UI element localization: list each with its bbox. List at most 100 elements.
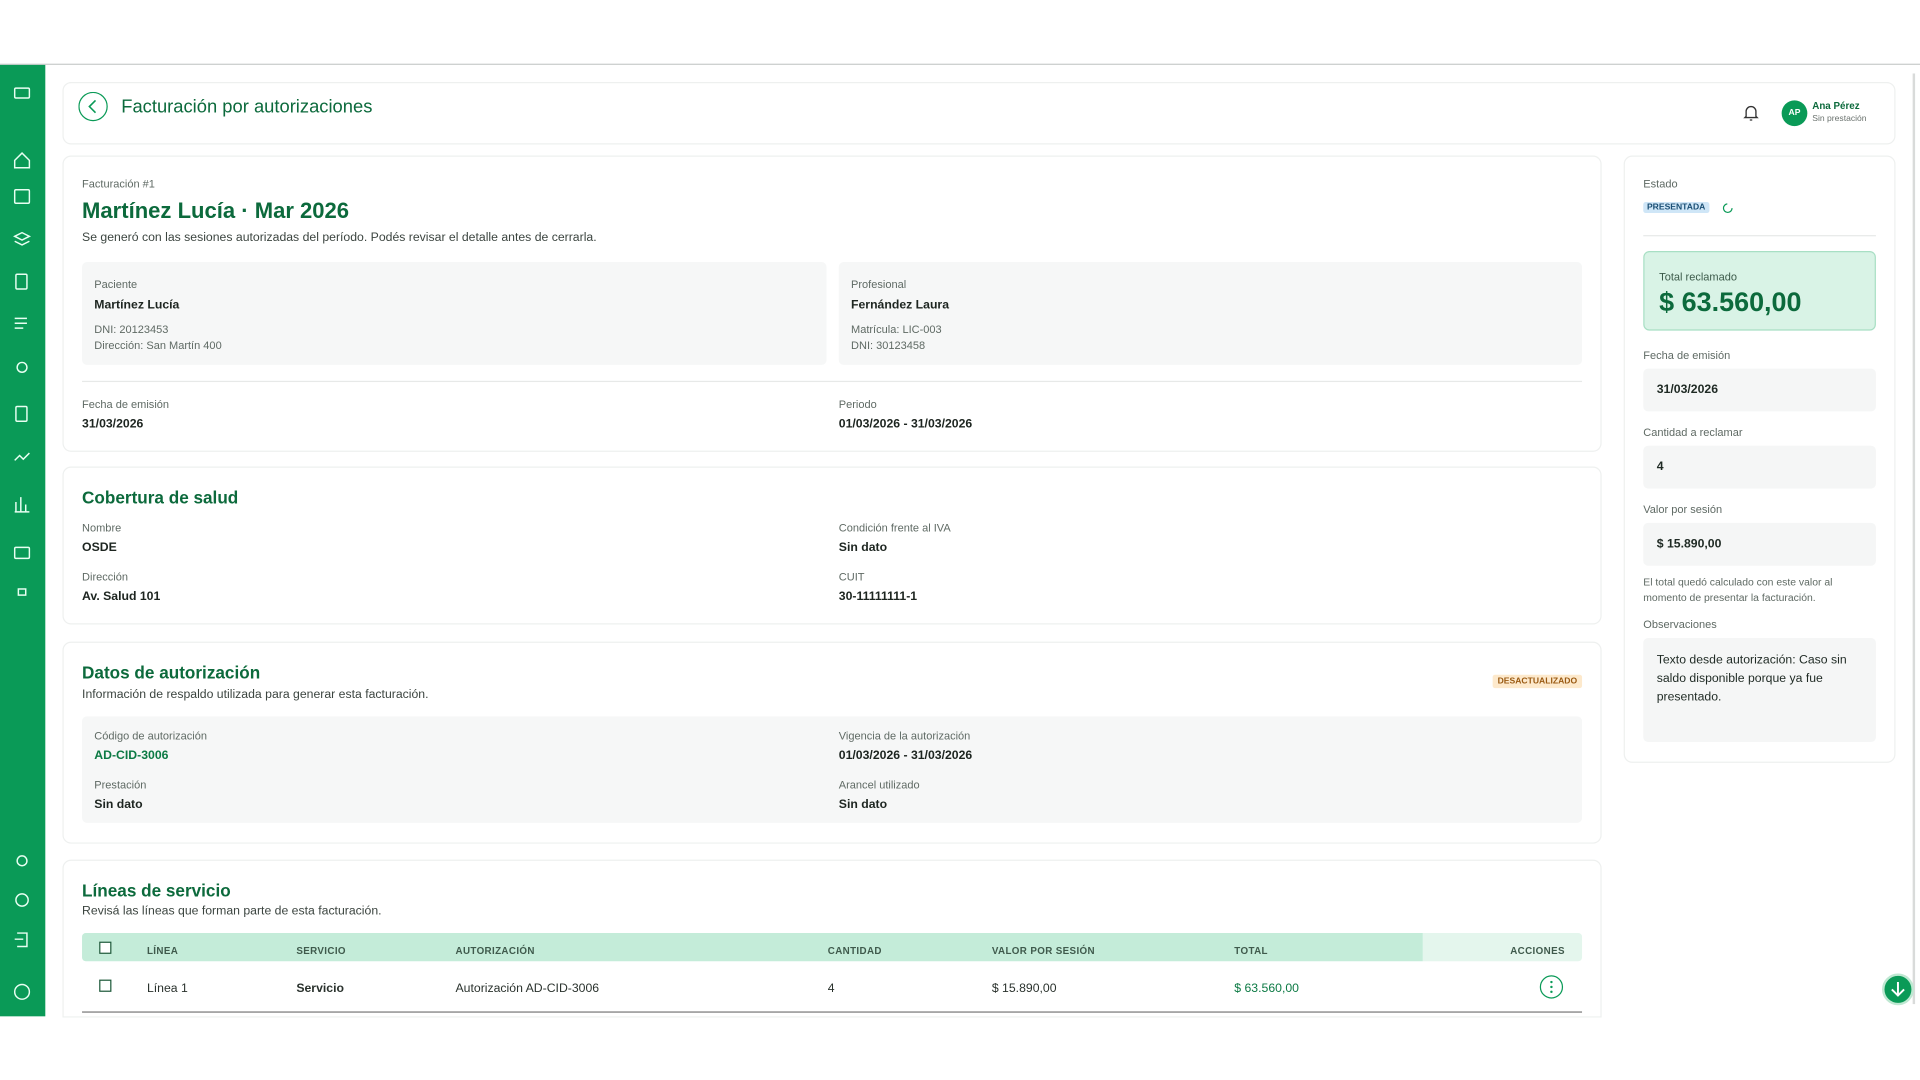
box-name: Fernández Laura xyxy=(851,298,950,313)
invoice-label: Facturación #1 xyxy=(82,177,155,190)
cell: $ 15.890,00 xyxy=(991,982,1057,996)
status-panel: Estado PRESENTADA Total reclamado $ 63.5… xyxy=(1624,156,1895,762)
box-line: Dirección: San Martín 400 xyxy=(94,339,222,352)
nav-icon[interactable] xyxy=(13,87,31,99)
column-header: ACCIONES xyxy=(1510,945,1565,957)
top-border xyxy=(0,63,1920,65)
nav-icon[interactable] xyxy=(16,855,28,867)
field-label: Dirección xyxy=(82,570,128,583)
field-value: 01/03/2026 - 31/03/2026 xyxy=(838,749,973,763)
field-value: 01/03/2026 - 31/03/2026 xyxy=(838,417,973,432)
observations-input[interactable]: Texto desde autorización: Caso sin saldo… xyxy=(1643,637,1876,743)
status-badge: DESACTUALIZADO xyxy=(1492,674,1583,689)
notifications[interactable] xyxy=(1742,103,1759,123)
authorization-card: Datos de autorización Información de res… xyxy=(63,642,1601,843)
status-label: Estado xyxy=(1643,177,1678,190)
section-subtitle: Revisá las líneas que forman parte de es… xyxy=(82,904,382,919)
field-value: Sin dato xyxy=(838,541,888,555)
patient-box: Paciente Martínez Lucía DNI: 20123453 Di… xyxy=(82,262,827,365)
scrollbar xyxy=(1912,73,1916,1005)
column-header: SERVICIO xyxy=(296,945,346,957)
nav-icon[interactable] xyxy=(14,317,27,329)
field-label: Cantidad a reclamar xyxy=(1643,426,1743,439)
refresh-icon[interactable] xyxy=(1722,202,1734,214)
field-input[interactable]: 4 xyxy=(1643,445,1876,489)
column-header: CANTIDAD xyxy=(827,945,882,957)
field-value: $ 15.890,00 xyxy=(1656,537,1722,552)
box-line: DNI: 30123458 xyxy=(851,339,926,352)
total-box: Total reclamado $ 63.560,00 xyxy=(1643,251,1876,331)
field-label: Observaciones xyxy=(1643,618,1717,631)
nav-icon[interactable] xyxy=(16,361,28,373)
scroll-down-button[interactable] xyxy=(1881,972,1915,1006)
nav-icon[interactable] xyxy=(14,452,30,461)
divider xyxy=(82,380,1583,383)
nav-icon[interactable] xyxy=(15,893,29,907)
field-note: El total quedó calculado con este valor … xyxy=(1643,575,1833,604)
field-value: 31/03/2026 xyxy=(82,417,144,432)
field-value: 30-11111111-1 xyxy=(838,590,918,604)
section-title: Datos de autorización xyxy=(82,662,261,683)
cell: Línea 1 xyxy=(146,982,188,996)
cell: Servicio xyxy=(296,982,344,996)
column-header: LÍNEA xyxy=(146,945,179,957)
coverage-card: Cobertura de salud Nombre OSDE Condición… xyxy=(63,467,1601,624)
table-header-actions xyxy=(1422,933,1583,962)
sidebar-icons xyxy=(13,87,32,1000)
nav-icon[interactable] xyxy=(17,588,27,596)
nav-icon[interactable] xyxy=(13,983,31,1000)
professional-box: Profesional Fernández Laura Matrícula: L… xyxy=(838,262,1583,365)
field-label: Fecha de emisión xyxy=(82,397,170,411)
column-header: TOTAL xyxy=(1234,945,1268,957)
section-title: Líneas de servicio xyxy=(82,880,231,901)
field-value: Sin dato xyxy=(838,798,888,812)
field-input[interactable]: 31/03/2026 xyxy=(1643,368,1876,412)
field-label: Código de autorización xyxy=(94,729,208,743)
table: LÍNEA SERVICIO AUTORIZACIÓN CANTIDAD VAL… xyxy=(82,933,1583,1013)
field-label: Arancel utilizado xyxy=(838,778,920,792)
section-subtitle: Información de respaldo utilizada para g… xyxy=(82,688,429,702)
nav-icon[interactable] xyxy=(15,405,28,422)
nav-icon[interactable] xyxy=(13,231,32,246)
column-header: VALOR POR SESIÓN xyxy=(991,945,1095,957)
box-name: Martínez Lucía xyxy=(94,298,180,313)
sidebar xyxy=(0,64,46,1017)
nav-icon[interactable] xyxy=(13,189,31,205)
divider xyxy=(1643,235,1876,237)
row-actions[interactable] xyxy=(1539,975,1564,999)
user-role: Sin prestación xyxy=(1812,115,1867,124)
back-button[interactable] xyxy=(78,91,110,124)
select-all-checkbox[interactable] xyxy=(99,941,112,954)
user-name: Ana Pérez xyxy=(1812,100,1860,112)
field-label: Condición frente al IVA xyxy=(838,521,951,534)
nav-icon[interactable] xyxy=(13,546,31,560)
nav-icon[interactable] xyxy=(14,497,30,513)
box-heading: Paciente xyxy=(94,277,138,291)
nav-icon[interactable] xyxy=(15,273,28,290)
avatar[interactable]: AP xyxy=(1781,100,1808,127)
field-label: Vigencia de la autorización xyxy=(838,729,971,743)
field-label: Prestación xyxy=(94,778,147,792)
total-value: $ 63.560,00 xyxy=(1659,286,1802,318)
service-lines-card: Líneas de servicio Revisá las líneas que… xyxy=(63,860,1601,1017)
row-checkbox[interactable] xyxy=(99,979,112,992)
total-label: Total reclamado xyxy=(1659,270,1737,283)
invoice-title: Martínez Lucía · Mar 2026 xyxy=(82,198,350,223)
field-label: CUIT xyxy=(838,570,865,583)
field-input[interactable]: $ 15.890,00 xyxy=(1643,522,1876,566)
nav-icon[interactable] xyxy=(13,152,31,169)
column-header: AUTORIZACIÓN xyxy=(455,945,535,957)
status-badge: PRESENTADA xyxy=(1643,202,1710,214)
field-value: OSDE xyxy=(82,541,117,555)
observations-text: Texto desde autorización: Caso sin saldo… xyxy=(1656,653,1847,705)
field-value: 4 xyxy=(1656,460,1664,474)
field-label: Periodo xyxy=(838,397,877,411)
nav-icon[interactable] xyxy=(14,932,28,948)
field-label: Nombre xyxy=(82,521,122,534)
invoice-card: Facturación #1 Martínez Lucía · Mar 2026… xyxy=(63,156,1601,451)
field-label: Fecha de emisión xyxy=(1643,348,1731,362)
box-line: Matrícula: LIC-003 xyxy=(851,323,942,336)
cell: 4 xyxy=(827,982,835,996)
